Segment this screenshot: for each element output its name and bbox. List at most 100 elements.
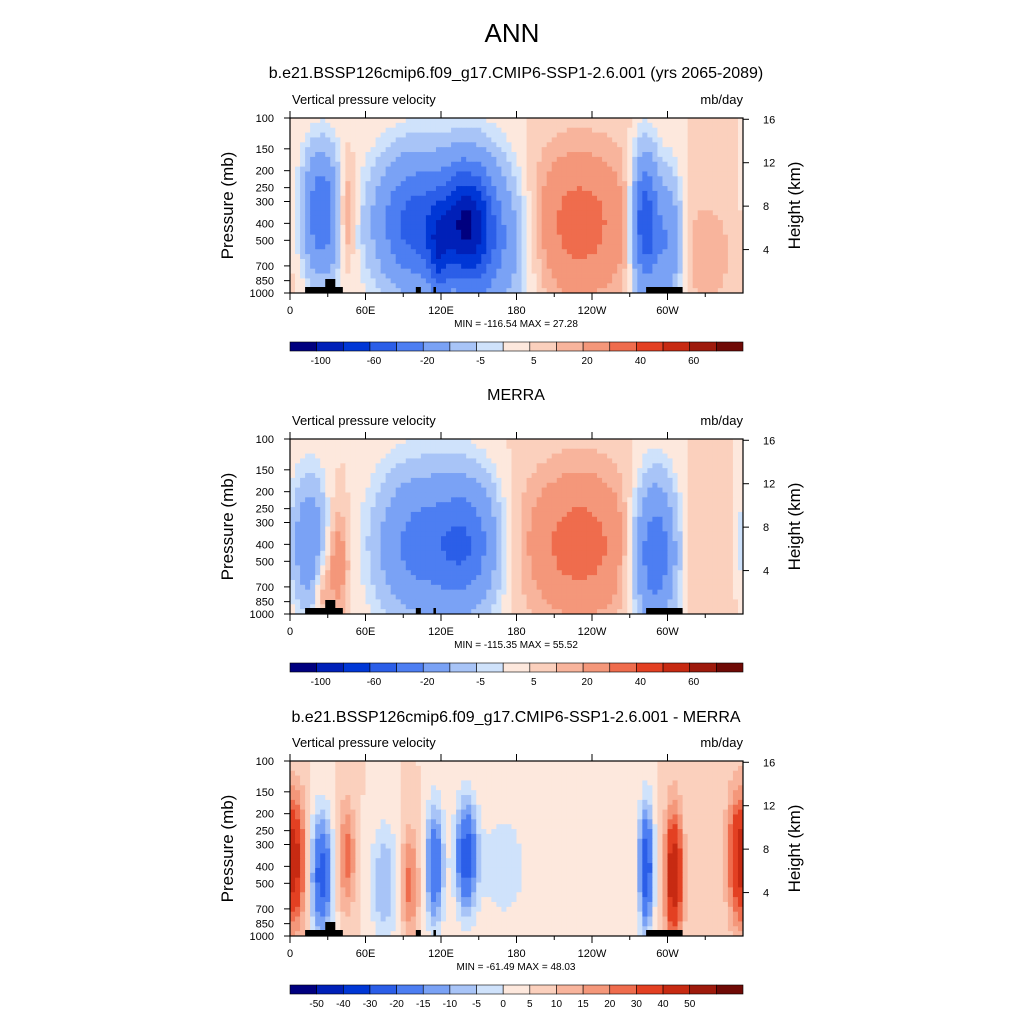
heatmap-cell bbox=[295, 288, 301, 294]
heatmap-cell bbox=[662, 195, 668, 202]
heatmap-cell bbox=[415, 487, 422, 493]
heatmap-cell bbox=[687, 118, 694, 124]
heatmap-cell bbox=[707, 443, 714, 450]
heatmap-cell bbox=[662, 283, 668, 289]
heatmap-cell bbox=[702, 142, 709, 148]
heatmap-cell bbox=[501, 487, 507, 493]
heatmap-cell bbox=[355, 283, 361, 289]
heatmap-cell bbox=[677, 439, 683, 445]
heatmap-cell bbox=[692, 229, 699, 236]
heatmap-cell bbox=[486, 127, 492, 133]
heatmap-cell bbox=[305, 190, 311, 197]
heatmap-cell bbox=[677, 127, 683, 133]
heatmap-cell bbox=[536, 220, 543, 226]
heatmap-cell bbox=[370, 118, 376, 124]
heatmap-cell bbox=[320, 477, 326, 484]
heatmap-cell bbox=[607, 283, 613, 289]
heatmap-cell bbox=[561, 258, 568, 265]
heatmap-cell bbox=[471, 205, 477, 211]
heatmap-cell bbox=[692, 448, 699, 454]
heatmap-cell bbox=[471, 210, 477, 216]
heatmap-cell bbox=[687, 171, 694, 177]
heatmap-cell bbox=[511, 502, 517, 508]
heatmap-cell bbox=[355, 507, 361, 513]
heatmap-cell bbox=[732, 273, 739, 279]
heatmap-cell bbox=[662, 122, 668, 129]
heatmap-cell bbox=[531, 127, 538, 133]
heatmap-cell bbox=[370, 224, 376, 231]
heatmap-cell bbox=[305, 487, 311, 493]
heatmap-cell bbox=[667, 263, 673, 270]
heatmap-cell bbox=[531, 463, 538, 469]
heatmap-cell bbox=[637, 439, 643, 445]
heatmap-cell bbox=[662, 487, 668, 493]
heatmap-cell bbox=[727, 497, 734, 503]
heatmap-cell bbox=[390, 122, 397, 129]
heatmap-cell bbox=[370, 482, 376, 489]
heatmap-cell bbox=[556, 234, 563, 240]
heatmap-cell bbox=[566, 278, 573, 284]
heatmap-cell bbox=[375, 254, 381, 260]
heatmap-cell bbox=[425, 482, 432, 489]
heatmap-cell bbox=[310, 516, 316, 523]
heatmap-cell bbox=[330, 239, 336, 245]
heatmap-cell bbox=[471, 254, 477, 260]
heatmap-cell bbox=[682, 258, 689, 265]
heatmap-cell bbox=[546, 477, 553, 484]
heatmap-cell bbox=[310, 239, 316, 245]
heatmap-cell bbox=[476, 288, 482, 294]
heatmap-cell bbox=[531, 487, 538, 493]
heatmap-cell bbox=[466, 258, 472, 265]
heatmap-cell bbox=[531, 477, 538, 484]
heatmap-cell bbox=[561, 502, 568, 508]
heatmap-cell bbox=[607, 166, 613, 172]
heatmap-cell bbox=[627, 147, 633, 153]
heatmap-cell bbox=[657, 468, 663, 474]
heatmap-cell bbox=[637, 118, 643, 124]
colorbar-swatch bbox=[316, 341, 344, 352]
heatmap-cell bbox=[642, 127, 648, 133]
heatmap-cell bbox=[571, 244, 578, 250]
heatmap-cell bbox=[597, 147, 603, 153]
heatmap-cell bbox=[395, 511, 402, 518]
heatmap-cell bbox=[546, 258, 553, 265]
heatmap-cell bbox=[481, 142, 487, 148]
heatmap-cell bbox=[395, 118, 402, 124]
heatmap-cell bbox=[496, 118, 502, 124]
heatmap-cell bbox=[737, 171, 744, 177]
heatmap-cell bbox=[627, 268, 633, 274]
heatmap-cell bbox=[521, 137, 527, 143]
heatmap-cell bbox=[682, 166, 689, 172]
heatmap-cell bbox=[531, 482, 538, 489]
heatmap-cell bbox=[707, 516, 714, 523]
heatmap-cell bbox=[607, 176, 613, 182]
heatmap-cell bbox=[566, 521, 573, 527]
heatmap-cell bbox=[365, 161, 371, 168]
heatmap-cell bbox=[375, 249, 381, 255]
heatmap-cell bbox=[410, 458, 417, 464]
heatmap-cell bbox=[516, 229, 522, 236]
heatmap-cell bbox=[571, 278, 578, 284]
heatmap-cell bbox=[682, 468, 689, 474]
heatmap-cell bbox=[602, 511, 608, 518]
heatmap-cell bbox=[612, 122, 618, 129]
heatmap-cell bbox=[461, 526, 467, 532]
heatmap-cell bbox=[471, 273, 477, 279]
heatmap-cell bbox=[415, 526, 422, 532]
heatmap-cell bbox=[652, 258, 658, 265]
heatmap-cell bbox=[385, 439, 392, 445]
heatmap-cell bbox=[592, 244, 598, 250]
heatmap-cell bbox=[496, 127, 502, 133]
heatmap-cell bbox=[617, 258, 623, 265]
heatmap-cell bbox=[486, 507, 492, 513]
heatmap-cell bbox=[410, 244, 417, 250]
heatmap-cell bbox=[385, 161, 392, 168]
heatmap-cell bbox=[592, 122, 598, 129]
heatmap-cell bbox=[561, 190, 568, 197]
heatmap-cell bbox=[400, 288, 407, 294]
heatmap-cell bbox=[395, 195, 402, 202]
heatmap-cell bbox=[581, 205, 588, 211]
heatmap-cell bbox=[315, 181, 321, 187]
heatmap-cell bbox=[642, 521, 648, 527]
heatmap-cell bbox=[310, 220, 316, 226]
